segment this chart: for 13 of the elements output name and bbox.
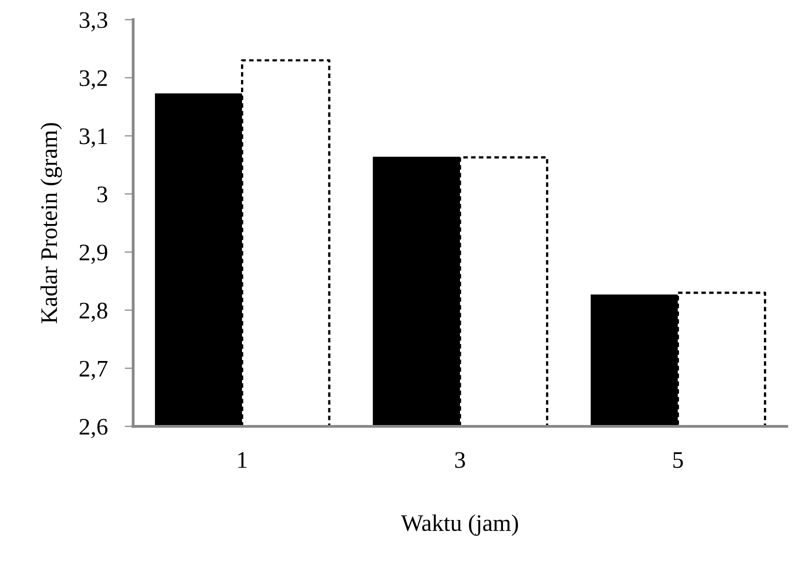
x-tick-label: 3 — [455, 452, 465, 468]
y-tick-label: 2,6 — [80, 418, 108, 438]
x-tick-label: 5 — [673, 452, 683, 468]
y-axis-title: Kadar Protein (gram) — [40, 123, 62, 324]
y-tick-label: 2,7 — [80, 360, 108, 380]
y-tick-label: 2,9 — [80, 244, 108, 264]
y-tick-label: 3,1 — [80, 128, 107, 148]
y-tick-label: 3,3 — [80, 12, 108, 32]
x-axis-title: Waktu (jam) — [400, 514, 518, 536]
y-tick-label: 3 — [97, 186, 108, 202]
y-tick-label: 3,2 — [80, 70, 107, 90]
x-tick-label: 1 — [238, 452, 247, 468]
y-tick-label: 2,8 — [80, 302, 108, 322]
